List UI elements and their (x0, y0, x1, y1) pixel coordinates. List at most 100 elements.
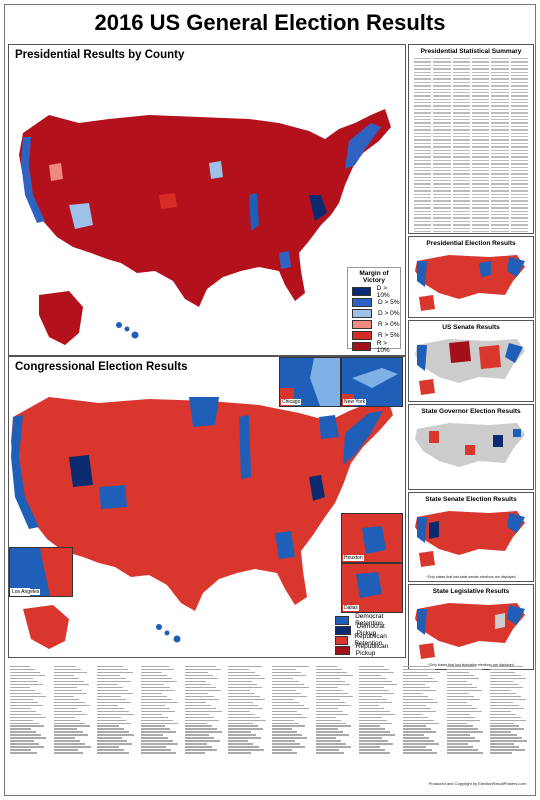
stats-row (413, 57, 529, 60)
side-panel-note: *Only states that had state senate elect… (426, 575, 516, 579)
stats-row (413, 64, 529, 67)
stats-row (413, 169, 529, 172)
stats-row (413, 88, 529, 91)
stats-row (413, 118, 529, 121)
stats-row (413, 176, 529, 179)
stats-row (413, 186, 529, 189)
inset-label: Houston (343, 555, 364, 561)
presidential-county-panel: Presidential Results by County Margin of… (8, 44, 406, 356)
stats-row (413, 210, 529, 213)
stats-summary-panel: Presidential Statistical Summary (408, 44, 534, 234)
stats-row (413, 142, 529, 145)
footer-column (403, 664, 443, 772)
footer-column (315, 664, 356, 772)
congressional-title: Congressional Election Results (15, 361, 188, 373)
stats-row (413, 111, 529, 114)
stats-row (413, 172, 529, 175)
margin-legend-item: D > 10% (348, 285, 400, 299)
stats-row (413, 203, 529, 206)
margin-legend-item: D > 5% (348, 297, 400, 308)
stats-row (413, 121, 529, 124)
side-panel-title: US Senate Results (442, 324, 500, 331)
mini-map (415, 511, 525, 567)
stats-row (413, 155, 529, 158)
inset-chicago: Chicago (279, 357, 341, 407)
stats-row (413, 159, 529, 162)
stats-row (413, 196, 529, 199)
footer-column (141, 664, 181, 772)
footer-column (228, 664, 268, 772)
stats-row (413, 125, 529, 128)
inset-los-angeles: Los Angeles (9, 547, 73, 597)
mini-map (415, 603, 525, 659)
stats-row (413, 67, 529, 70)
footer-column (490, 664, 530, 772)
footer-fine-print (10, 660, 530, 780)
stats-row (413, 101, 529, 104)
inset-houston: Houston (341, 513, 403, 563)
presidential-county-map (19, 109, 391, 345)
footer-column (53, 664, 94, 772)
stats-row (413, 199, 529, 202)
margin-legend: Margin of Victory D > 10% D > 5% D > 0% … (347, 267, 401, 354)
stats-row (413, 104, 529, 107)
congressional-legend-item: Democrat Pickup (331, 623, 405, 637)
footer-column (446, 664, 487, 772)
stats-row (413, 179, 529, 182)
presidential-county-title: Presidential Results by County (15, 49, 185, 61)
stats-row (413, 213, 529, 216)
mini-map (415, 423, 525, 467)
side-panel-title: State Senate Election Results (425, 496, 517, 503)
stats-table (413, 57, 529, 233)
stats-row (413, 91, 529, 94)
stats-row (413, 115, 529, 118)
congressional-legend-item: Democrat Retention (331, 613, 405, 627)
margin-legend-item: R > 5% (348, 330, 400, 341)
poster-title: 2016 US General Election Results (94, 10, 446, 35)
stats-row (413, 206, 529, 209)
side-panel-title: State Governor Election Results (421, 408, 521, 415)
congressional-legend-item: Republican Retention (331, 633, 405, 647)
stats-row (413, 227, 529, 230)
congressional-panel: Congressional Election Results Chicago N… (8, 356, 406, 658)
side-panel-senate: US Senate Results (408, 320, 534, 402)
stats-row (413, 135, 529, 138)
inset-label: Dallas (343, 605, 359, 611)
stats-row (413, 193, 529, 196)
stats-row (413, 60, 529, 63)
mini-map (415, 339, 525, 395)
side-panel-governor: State Governor Election Results (408, 404, 534, 490)
stats-row (413, 71, 529, 74)
stats-row (413, 166, 529, 169)
stats-row (413, 152, 529, 155)
footer-column (184, 664, 225, 772)
stats-row (413, 145, 529, 148)
stats-row (413, 84, 529, 87)
congressional-map (11, 397, 393, 649)
stats-row (413, 216, 529, 219)
inset-new-york: New York (341, 357, 403, 407)
footer-column (10, 664, 50, 772)
footer-column (272, 664, 312, 772)
credit-text: Produced and Copyright by ElectionResult… (428, 781, 526, 786)
stats-row (413, 132, 529, 135)
inset-dallas: Dallas (341, 563, 403, 613)
side-panel-presidential: Presidential Election Results (408, 236, 534, 318)
stats-row (413, 94, 529, 97)
stats-row (413, 189, 529, 192)
stats-summary-title: Presidential Statistical Summary (420, 48, 522, 55)
footer-column (97, 664, 137, 772)
margin-legend-item: R > 10% (348, 340, 400, 354)
stats-row (413, 182, 529, 185)
margin-legend-title: Margin of Victory (359, 270, 389, 284)
stats-row (413, 149, 529, 152)
side-panel-title: Presidential Election Results (426, 240, 516, 247)
stats-row (413, 223, 529, 226)
stats-row (413, 138, 529, 141)
inset-label: New York (343, 399, 367, 405)
congressional-legend-item: Republican Pickup (331, 643, 405, 657)
stats-row (413, 162, 529, 165)
footer-column (359, 664, 399, 772)
stats-row (413, 128, 529, 131)
stats-row (413, 230, 529, 233)
